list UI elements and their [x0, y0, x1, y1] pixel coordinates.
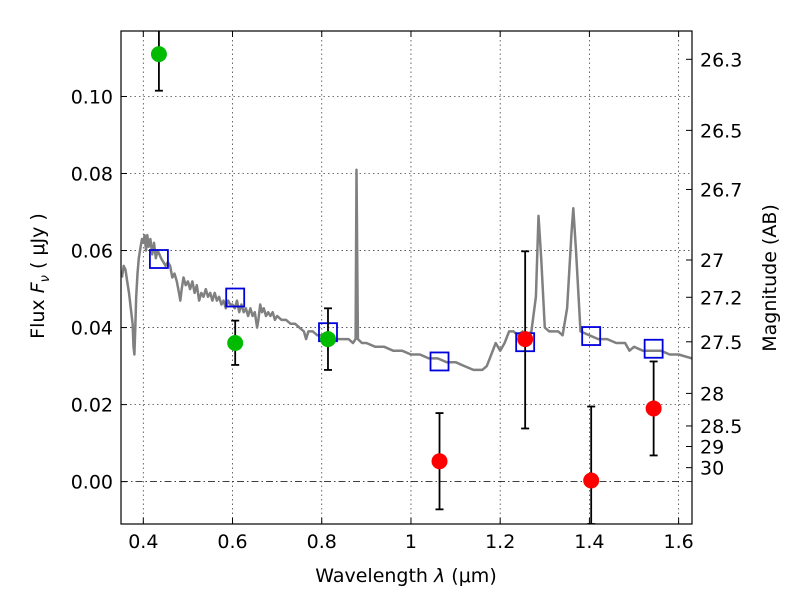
y-tick-label: 0.08 — [71, 164, 113, 186]
magnitude-tick-label: 27.2 — [700, 287, 742, 309]
model-spectrum-line — [121, 168, 692, 372]
tick-layer: 0.4 0.6 0.8 1 1.2 1.4 1.6 0.00 0.02 0.04 0.06 0.08 0… — [71, 31, 742, 553]
y-tick-label: 0.02 — [71, 395, 113, 417]
magnitude-tick-label: 27.5 — [700, 332, 742, 354]
red-data-point — [645, 400, 662, 417]
magnitude-tick-label: 28 — [700, 383, 724, 405]
y-axis-label-subscript: ν — [38, 275, 53, 282]
model-photometry-box — [429, 351, 450, 372]
y-axis-label-unit: ( μJy ) — [27, 213, 49, 275]
x-tick-label: 1.2 — [485, 531, 515, 553]
magnitude-tick-label: 29 — [700, 437, 724, 459]
x-tick-label: 0.6 — [217, 531, 247, 553]
green-data-point — [319, 331, 336, 348]
green-data-point — [150, 46, 167, 63]
plot-frame — [120, 30, 693, 525]
y-tick-label: 0.10 — [71, 86, 113, 108]
magnitude-tick-label: 26.3 — [700, 49, 742, 71]
red-data-point — [517, 331, 534, 348]
magnitude-tick-label: 27 — [700, 250, 724, 272]
y-tick-label: 0.06 — [71, 241, 113, 263]
x-tick-label: 0.8 — [307, 531, 337, 553]
model-photometry-box — [225, 287, 246, 308]
model-photometry-box — [643, 338, 664, 359]
y-tick-label: 0.04 — [71, 318, 113, 340]
grid-layer — [121, 31, 692, 524]
y-axis-label-symbol: F — [27, 281, 49, 293]
red-data-point — [431, 453, 448, 470]
y-axis-label-prefix: Flux — [27, 293, 49, 339]
x-tick-label: 1 — [405, 531, 417, 553]
data-layer — [121, 31, 692, 524]
x-axis-label-prefix: Wavelength — [315, 565, 434, 587]
x-axis-label-unit: (μm) — [445, 565, 496, 587]
secondary-y-axis-label: Magnitude (AB) — [759, 204, 781, 352]
x-tick-label: 1.6 — [664, 531, 694, 553]
magnitude-tick-label: 26.5 — [700, 120, 742, 142]
x-axis-label: Wavelength λ (μm) — [315, 565, 496, 587]
y-axis-label: Flux Fν ( μJy ) — [27, 213, 53, 339]
green-data-point — [227, 334, 244, 351]
magnitude-tick-label: 30 — [700, 458, 724, 480]
model-photometry-box — [581, 326, 602, 346]
magnitude-tick-label: 28.5 — [700, 416, 742, 438]
red-data-point — [583, 472, 600, 489]
x-axis-label-lambda: λ — [433, 565, 445, 587]
y-tick-label: 0.00 — [71, 472, 113, 494]
model-photometry-box — [149, 249, 169, 269]
magnitude-tick-label: 26.7 — [700, 179, 742, 201]
x-tick-label: 0.4 — [128, 531, 158, 553]
x-tick-label: 1.4 — [574, 531, 604, 553]
